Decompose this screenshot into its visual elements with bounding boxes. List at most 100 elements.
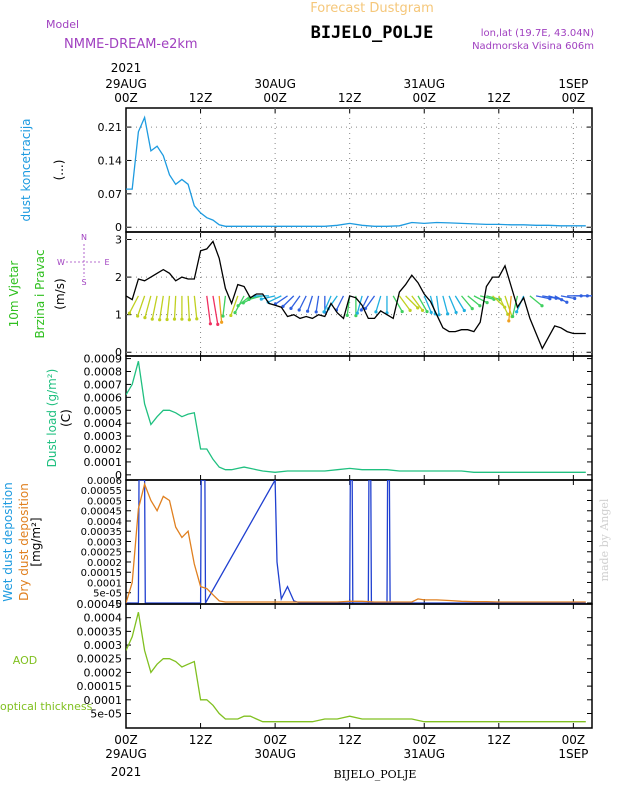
y-tick-label-2-8: 0.0008 — [84, 366, 123, 379]
wind-arrow-3 — [144, 295, 152, 318]
panel-0: 0 0.07 0.14 0.21 dust koncetracija (...) — [19, 107, 593, 234]
y-tick-label-3-6: 0.0003 — [87, 537, 122, 548]
wind-arrow-head-53 — [485, 301, 489, 305]
ylabel-3: Wet dust deposition — [1, 482, 15, 602]
wind-arrow-head-18 — [241, 301, 245, 305]
wind-arrow-head-8 — [180, 317, 184, 321]
ylabel2-3: Dry dust deposition — [17, 483, 31, 601]
wind-arrow-head-52 — [478, 304, 482, 308]
y-tick-label-4-6: 0.00035 — [77, 625, 123, 638]
y-tick-label-2-5: 0.0005 — [84, 404, 123, 417]
wind-arrow-head-44 — [425, 309, 429, 314]
bottom-time-tick-0: 00Z — [114, 733, 138, 747]
wind-arrow-head-30 — [322, 310, 326, 314]
wind-arrow-head-7 — [172, 317, 177, 321]
compass-rose: N S W E — [57, 233, 109, 287]
wind-arrow-35 — [356, 295, 363, 314]
wind-arrow-37 — [365, 295, 376, 309]
wind-arrow-14 — [222, 295, 227, 317]
series-line-3-0 — [126, 480, 586, 604]
y-tick-label-1-1: 1 — [115, 309, 122, 322]
wind-arrow-50 — [454, 295, 465, 311]
y-tick-label-3-4: 0.0002 — [87, 558, 122, 569]
wind-arrow-17 — [237, 295, 251, 307]
y-tick-label-3-1: 5e-05 — [93, 589, 122, 600]
y-tick-label-2-2: 0.0002 — [84, 443, 123, 456]
compass-s: S — [81, 278, 86, 287]
wind-arrow-63 — [535, 295, 550, 300]
wind-arrow-44 — [417, 295, 428, 312]
wind-arrow-head-51 — [470, 307, 474, 311]
wind-arrow-7 — [173, 295, 177, 320]
unit-label-3: [mg/m²] — [29, 517, 43, 566]
wind-arrow-head-62 — [540, 304, 544, 308]
y-tick-label-3-8: 0.0004 — [87, 517, 122, 528]
forecast-title: Forecast Dustgram — [310, 1, 434, 16]
wind-arrow-head-16 — [233, 311, 237, 315]
wind-arrow-head-26 — [297, 308, 301, 312]
top-time-tick-4: 00Z — [412, 91, 436, 105]
wind-arrow-53 — [473, 295, 488, 304]
wind-arrow-head-35 — [355, 311, 359, 315]
wind-arrow-27 — [306, 295, 314, 312]
wind-arrow-head-24 — [281, 304, 285, 308]
wind-arrow-head-10 — [195, 317, 199, 321]
model-label: Model — [46, 18, 79, 31]
unit-label-0: (...) — [52, 160, 66, 181]
series-line-4-0 — [126, 612, 586, 723]
wind-arrow-49 — [448, 295, 457, 313]
series-line-0-0 — [126, 115, 586, 227]
y-tick-label-4-0: 5e-05 — [90, 707, 122, 720]
wind-arrow-36 — [360, 295, 369, 311]
wind-arrow-head-33 — [345, 313, 349, 317]
top-time-tick-5: 12Z — [487, 91, 511, 105]
wind-arrow-head-1 — [127, 311, 132, 315]
wind-arrow-head-19 — [247, 297, 251, 302]
panel-3: 05e-050.00010.000150.00020.000250.00030.… — [1, 476, 593, 610]
series-group-1 — [126, 240, 592, 351]
wind-arrow-head-66 — [565, 300, 569, 304]
wind-arrow-9 — [187, 295, 191, 320]
wind-arrow-6 — [166, 295, 171, 320]
wind-arrow-52 — [467, 295, 481, 307]
wind-arrow-head-9 — [187, 318, 191, 322]
bottom-time-tick-5: 12Z — [487, 733, 511, 747]
wind-arrow-head-4 — [150, 317, 154, 321]
wind-arrow-head-11 — [208, 322, 212, 326]
wind-arrow-5 — [159, 295, 164, 320]
y-tick-label-3-11: 0.00055 — [81, 486, 122, 497]
wind-arrow-head-28 — [314, 310, 318, 314]
wind-arrow-head-49 — [454, 310, 458, 315]
wind-arrow-head-5 — [158, 318, 162, 322]
wind-arrow-head-60 — [511, 314, 515, 319]
wind-arrow-head-14 — [221, 314, 225, 318]
wind-arrow-41 — [398, 295, 411, 311]
wind-arrow-head-3 — [143, 316, 147, 320]
top-year: 2021 — [111, 61, 142, 75]
y-tick-label-1-0: 0 — [115, 346, 122, 359]
wind-arrow-head-41 — [408, 308, 412, 313]
wind-arrow-55 — [486, 295, 501, 301]
ylabel-2: Dust load (g/m²) — [45, 369, 59, 468]
y-tick-label-4-5: 0.0003 — [84, 639, 123, 652]
wind-arrow-head-45 — [429, 310, 433, 315]
model-name: NMME-DREAM-e2km — [64, 37, 198, 52]
compass-w: W — [57, 258, 65, 267]
altitude-label: Nadmorska Visina 606m — [472, 41, 594, 52]
bottom-date-tick-4: 31AUG — [403, 747, 445, 761]
series-group-4 — [126, 612, 586, 723]
ylabel-0: dust koncetracija — [19, 118, 33, 221]
wind-arrow-head-25 — [289, 306, 293, 310]
footer-station: BIJELO_POLJE — [334, 768, 417, 781]
wind-arrow-45 — [423, 295, 432, 313]
panel-frame-3 — [125, 479, 593, 605]
y-tick-label-3-5: 0.00025 — [81, 548, 122, 559]
wind-arrow-4 — [151, 295, 158, 320]
panel-frame-0 — [125, 107, 593, 233]
ylabel-4: AOD — [13, 654, 37, 667]
wind-arrow-60 — [512, 295, 519, 317]
wind-arrow-head-6 — [165, 317, 169, 322]
wind-arrow-head-42 — [416, 306, 420, 310]
unit-label-2: (C) — [59, 409, 73, 427]
top-time-tick-0: 00Z — [114, 91, 138, 105]
